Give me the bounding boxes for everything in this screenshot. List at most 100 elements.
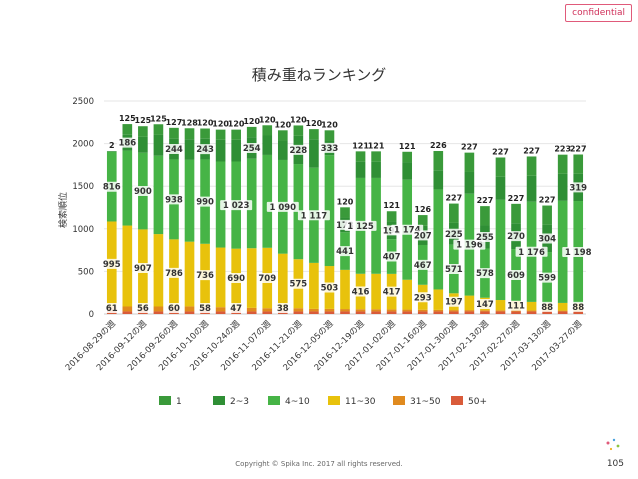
y-tick-label: 500 (78, 267, 94, 277)
data-label-bg (505, 270, 527, 281)
y-axis-label: 検索順位 (57, 192, 69, 228)
bar-segment (371, 311, 381, 314)
data-label: 599 (538, 274, 556, 284)
bar-segment (526, 301, 537, 311)
data-label-bg (412, 259, 434, 270)
data-label: 244 (165, 145, 183, 155)
total-label: 227 (461, 143, 478, 152)
data-label: 816 (103, 183, 121, 193)
total-label: 128 (181, 118, 198, 127)
bar-segment (386, 309, 397, 312)
y-tick-label: 1000 (72, 225, 94, 235)
bar-segment (371, 309, 381, 312)
stacked-bar-chart: 積み重ねランキング 検索順位 0 500 1000 1500 2000 2500 61 99… (57, 66, 595, 407)
data-label-bg (101, 181, 123, 192)
data-label: 503 (321, 283, 339, 293)
data-label-bg (381, 251, 403, 262)
total-label: 120 (228, 120, 245, 129)
data-label-bg (241, 142, 263, 153)
data-label: 38 (277, 304, 289, 314)
data-label: 197 (445, 298, 463, 308)
bar-segment (138, 126, 148, 137)
total-label: 223 (554, 145, 571, 154)
bar-segment (433, 170, 444, 190)
bar-segment (184, 128, 195, 140)
data-label-bg (163, 267, 185, 278)
bar-segment (277, 130, 288, 141)
data-label-bg (443, 228, 465, 239)
data-label: 995 (103, 260, 121, 270)
y-tick-label: 2000 (72, 140, 94, 150)
data-label: 1 176 (518, 248, 545, 258)
total-label: 120 (243, 117, 260, 126)
bar-segment (464, 171, 475, 194)
bar-segment (122, 311, 133, 314)
data-label: 1 117 (301, 211, 328, 221)
total-label: 227 (445, 194, 462, 203)
data-label: 1 125 (347, 222, 374, 232)
bar-segment (464, 311, 475, 314)
data-label: 243 (196, 145, 214, 155)
legend-swatch (159, 396, 171, 405)
total-label: 227 (492, 147, 509, 156)
data-label-bg (536, 233, 558, 244)
bar-segment (309, 139, 319, 168)
data-label: 709 (258, 274, 276, 284)
bar-segment (122, 225, 133, 307)
copyright-footer: Copyright © Spika Inc. 2017 all rights r… (235, 460, 403, 468)
bar-segment (231, 129, 241, 140)
data-label-bg (474, 231, 496, 242)
total-label: 120 (259, 115, 276, 124)
data-label-bg (536, 272, 558, 283)
bar-segment (153, 155, 164, 235)
data-label: 60 (168, 304, 180, 314)
decorative-dots-icon (606, 438, 620, 451)
bar-segment (340, 207, 350, 218)
bar-segment (262, 135, 273, 155)
bar-segment (557, 302, 568, 311)
total-label: 227 (539, 196, 556, 205)
total-label: 120 (274, 120, 291, 129)
data-label-bg (412, 230, 434, 241)
data-label-bg (319, 282, 340, 293)
bar-segment (573, 154, 584, 174)
data-label: 61 (106, 304, 118, 314)
bar-segment (495, 199, 506, 301)
bar-segment (293, 311, 304, 314)
bar-segment (309, 311, 319, 314)
data-label-bg (163, 194, 185, 205)
y-tick-label: 0 (89, 310, 94, 320)
bar-segment (433, 151, 444, 171)
bar-segment (526, 310, 537, 312)
data-label: 1 090 (269, 203, 296, 213)
data-label: 293 (414, 293, 432, 303)
data-label-bg (101, 258, 123, 269)
bar-segment (340, 311, 350, 314)
bar-segment (324, 130, 335, 141)
data-label-bg (132, 263, 154, 274)
data-label: 333 (321, 144, 339, 154)
bar-segment (402, 279, 413, 310)
bar-segment (573, 311, 584, 314)
data-label-bg (135, 303, 151, 313)
page-number: 105 (606, 459, 624, 469)
data-label-bg (505, 300, 527, 311)
total-label: 227 (508, 194, 525, 203)
bar-segment (169, 127, 179, 139)
bar-segment (371, 151, 381, 162)
bar-segment (215, 247, 226, 308)
data-label-bg (256, 273, 278, 284)
legend-swatch (328, 396, 340, 405)
total-label: 120 (306, 119, 323, 128)
bar-segment (277, 140, 288, 160)
data-label: 225 (445, 230, 463, 240)
data-label: 907 (134, 264, 152, 274)
bar-segment (309, 129, 319, 140)
data-label-bg (443, 263, 465, 274)
data-label-bg (163, 144, 185, 155)
data-label: 254 (243, 144, 261, 154)
bar-segment (246, 311, 257, 314)
bar-segment (153, 134, 164, 156)
total-label: 227 (477, 196, 494, 205)
